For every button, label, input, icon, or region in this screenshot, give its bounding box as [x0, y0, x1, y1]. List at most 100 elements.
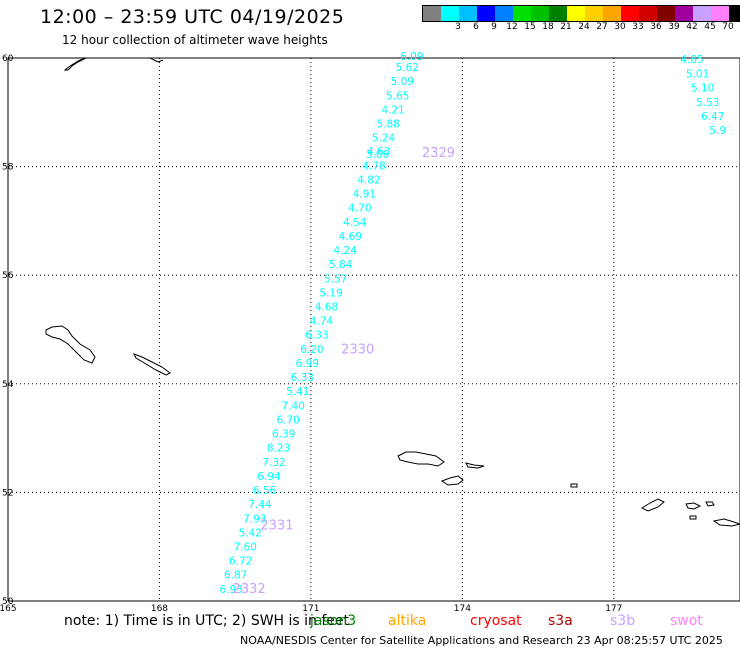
color-scale-label: 45: [704, 22, 716, 32]
island-far-east-2: [685, 502, 702, 510]
color-swatch: [531, 6, 549, 21]
map-grid: [7, 57, 740, 602]
axis-tick-labels: 165 168 171 174 177 50 52 54 56 58 60: [0, 54, 622, 614]
swh-value: 5.42: [239, 527, 262, 539]
coastline-top-segment: [149, 57, 164, 63]
swh-value: 3.06: [366, 149, 390, 161]
color-scale-label: 15: [524, 22, 536, 32]
swh-value: 4.74: [310, 316, 334, 328]
color-scale-label: 39: [668, 22, 680, 32]
lon-tick-label: 171: [302, 604, 319, 614]
color-scale-label: 27: [596, 22, 608, 32]
swh-value: 5.62: [396, 62, 419, 74]
island-far-east: [640, 498, 665, 512]
swh-value: 6.20: [300, 344, 323, 356]
swh-value: 4.78: [362, 160, 385, 172]
footnote: note: 1) Time is in UTC; 2) SWH is in fe…: [64, 613, 350, 629]
color-swatch: [603, 6, 621, 21]
swh-value: 5.24: [372, 133, 396, 145]
satellite-legend-item: s3b: [610, 613, 636, 629]
swh-value: 5.01: [686, 69, 709, 81]
lon-tick-label: 174: [454, 604, 471, 614]
color-scale-label: 3: [455, 22, 461, 32]
pass-id-labels: 2329 2330 2331 2332: [233, 146, 455, 597]
color-swatch: [495, 6, 513, 21]
color-swatch: [585, 6, 603, 21]
pass-id: 2329: [422, 146, 455, 161]
color-swatch: [693, 6, 711, 21]
island-far-east-3: [705, 501, 715, 507]
swh-value: 4.91: [353, 189, 376, 201]
swh-value: 7.60: [234, 542, 257, 554]
island-west: [45, 325, 96, 364]
lat-tick-label: 60: [2, 54, 14, 64]
color-swatch: [657, 6, 675, 21]
lat-tick-label: 50: [2, 597, 14, 607]
island-far-east-4: [689, 515, 697, 520]
swh-value: 5.09: [391, 76, 414, 88]
island-central-east: [465, 462, 485, 469]
satellite-legend-item: jason3: [310, 613, 357, 629]
color-swatch: [549, 6, 567, 21]
swh-value: 7.44: [248, 499, 272, 511]
swh-value: 6.72: [229, 556, 252, 568]
satellite-legend-item: altika: [388, 613, 427, 629]
altimeter-track-right: 4.85 5.01 5.10 5.53 6.47 5.9: [680, 54, 726, 137]
color-scale-label: 30: [614, 22, 626, 32]
color-swatch: [621, 6, 639, 21]
page-subtitle: 12 hour collection of altimeter wave hei…: [62, 33, 328, 47]
lat-tick-label: 52: [2, 488, 13, 498]
color-scale-label: 21: [560, 22, 572, 32]
swh-value: 4.85: [680, 54, 703, 66]
color-swatch: [477, 6, 495, 21]
island-far-east-5: [712, 518, 740, 527]
color-scale-label: 18: [542, 22, 554, 32]
swh-value: 8.23: [267, 443, 290, 455]
island-central-south: [440, 475, 464, 486]
coastlines: [45, 57, 740, 527]
swh-value: 7.40: [282, 400, 305, 412]
pass-id: 2332: [233, 582, 266, 597]
color-swatch: [423, 6, 441, 21]
pass-id: 2331: [260, 518, 293, 533]
color-swatch: [729, 6, 740, 21]
lon-tick-label: 168: [151, 604, 168, 614]
color-swatch: [441, 6, 459, 21]
swh-value: 6.47: [701, 111, 724, 123]
island-west-small: [132, 353, 171, 376]
swh-value: 4.70: [348, 203, 371, 215]
swh-value: 4.21: [381, 104, 404, 116]
swh-value: 5.57: [324, 273, 347, 285]
swh-value: 5.41: [286, 386, 309, 398]
swh-value: 4.68: [315, 301, 338, 313]
swh-value: 6.09: [400, 51, 423, 63]
color-swatch: [513, 6, 531, 21]
color-scale-label: 33: [632, 22, 644, 32]
color-swatch: [459, 6, 477, 21]
page-title: 12:00 – 23:59 UTC 04/19/2025: [40, 6, 345, 28]
color-scale-label: 6: [473, 22, 479, 32]
coastline-top: [63, 57, 87, 71]
lat-tick-label: 58: [2, 163, 14, 173]
swh-value: 6.39: [272, 429, 295, 441]
swh-value: 6.33: [291, 372, 314, 384]
color-scale-label: 24: [578, 22, 590, 32]
color-scale-label: 42: [686, 22, 698, 32]
swh-value: 6.94: [257, 471, 281, 483]
swh-value: 6.87: [224, 570, 247, 582]
swh-value: 4.63: [367, 146, 390, 158]
swh-value: 6.56: [253, 485, 277, 497]
satellite-legend-item: cryosat: [470, 613, 522, 629]
color-swatch: [639, 6, 657, 21]
swh-value: 5.10: [691, 83, 714, 95]
swh-value: 5.53: [696, 97, 719, 109]
swh-value: 5.88: [376, 119, 399, 131]
color-swatch: [711, 6, 729, 21]
map-frame: [7, 57, 740, 602]
swh-value: 7.93: [243, 513, 266, 525]
swh-value: 5.9: [709, 125, 726, 137]
lat-tick-label: 54: [2, 380, 14, 390]
lon-tick-label: 165: [0, 604, 17, 614]
